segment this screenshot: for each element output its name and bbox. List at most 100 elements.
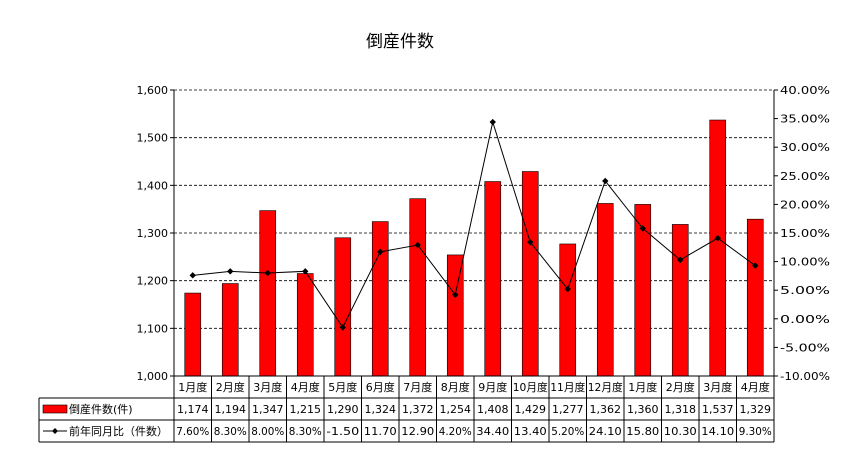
category-label: 3月度 — [703, 380, 732, 394]
category-label: 12月度 — [588, 380, 623, 394]
bar — [446, 254, 464, 377]
bar-value-cell: 1,372 — [402, 403, 434, 416]
bar — [746, 218, 764, 377]
bar — [709, 119, 727, 377]
bar — [221, 283, 239, 377]
bar — [484, 181, 502, 377]
line-value-cell: 7.60% — [176, 425, 209, 438]
bar-value-cell: 1,254 — [440, 403, 472, 416]
right-tick-label: 15.00% — [780, 227, 830, 240]
line-value-cell: 13.40 — [514, 425, 547, 438]
bar — [296, 273, 314, 377]
bar-value-cell: 1,360 — [627, 403, 659, 416]
bar-value-cell: 1,174 — [177, 403, 209, 416]
right-tick-label: 10.00% — [780, 256, 830, 269]
line-value-cell: 24.10 — [589, 425, 622, 438]
line-value-cell: 4.20% — [439, 425, 472, 438]
left-tick-label: 1,600 — [137, 84, 169, 97]
category-label: 2月度 — [216, 380, 245, 394]
bar — [521, 171, 539, 377]
legend-bar-label: 倒産件数(件) — [69, 403, 133, 416]
bar-value-cell: 1,408 — [477, 403, 509, 416]
left-tick-label: 1,500 — [137, 132, 169, 145]
line-value-cell: 14.10 — [701, 425, 734, 438]
bar — [559, 243, 577, 377]
bar-value-cell: 1,537 — [702, 403, 734, 416]
bar — [371, 221, 389, 377]
line-value-cell: 34.40 — [476, 425, 509, 438]
category-label: 2月度 — [666, 380, 695, 394]
line-value-cell: 8.00% — [251, 425, 284, 438]
line-value-cell: 11.70 — [364, 425, 397, 438]
category-label: 4月度 — [291, 380, 320, 394]
category-label: 1月度 — [628, 380, 657, 394]
legend-bar-swatch — [42, 404, 68, 414]
line-point — [452, 291, 459, 298]
category-label: 3月度 — [253, 380, 282, 394]
right-tick-label: 5.00% — [780, 284, 830, 297]
right-tick-label: 20.00% — [780, 198, 830, 211]
line-point — [189, 272, 196, 279]
line-point — [527, 238, 534, 246]
left-tick-label: 1,000 — [137, 370, 169, 383]
series-line — [192, 120, 756, 329]
left-tick-label: 1,100 — [137, 322, 169, 335]
line-point — [264, 269, 271, 277]
category-label: 1月度 — [178, 380, 207, 394]
category-label: 4月度 — [741, 380, 770, 394]
bar-value-cell: 1,429 — [515, 403, 547, 416]
bar-value-cell: 1,362 — [590, 403, 622, 416]
right-tick-label: 35.00% — [780, 113, 830, 126]
category-label: 6月度 — [366, 380, 395, 394]
bar-value-cell: 1,324 — [365, 403, 397, 416]
category-label: 8月度 — [441, 380, 470, 394]
bar — [671, 224, 689, 377]
category-label: 7月度 — [403, 380, 432, 394]
line-value-cell: 9.30% — [739, 425, 772, 438]
left-tick-label: 1,400 — [137, 179, 169, 192]
line-point — [489, 118, 496, 126]
bar-value-cell: 1,329 — [740, 403, 772, 416]
bar-value-cell: 1,277 — [552, 403, 584, 416]
bar-value-cell: 1,194 — [215, 403, 247, 416]
line-value-cell: 15.80 — [626, 425, 659, 438]
line-value-cell: 10.30 — [664, 425, 697, 438]
data-table: 1月度 2月度 3月度 4月度 5月度 6月度 7月度 8月度 9月度 10月度 11月度 12月度 1… — [38, 376, 775, 443]
line-point — [714, 234, 721, 242]
category-label: 9月度 — [478, 380, 507, 394]
line-point — [227, 268, 234, 275]
bar-value-cell: 1,290 — [327, 403, 359, 416]
line-point — [302, 268, 309, 275]
left-axis-ticks: 1,000 1,100 1,200 1,300 1,400 1,500 1,600 — [137, 84, 174, 383]
left-tick-label: 1,300 — [137, 227, 169, 240]
line-point — [639, 225, 646, 232]
line-value-cell: 8.30% — [289, 425, 322, 438]
right-axis-ticks: -10.00% -5.00% 0.00% 5.00% 10.00% 15.00% 20.00… — [774, 84, 830, 383]
right-tick-label: 25.00% — [780, 170, 830, 183]
bar — [596, 203, 614, 377]
bar — [409, 198, 427, 377]
bars — [184, 119, 764, 377]
left-tick-label: 1,200 — [137, 275, 169, 288]
line-point — [339, 324, 346, 331]
bar-value-cell: 1,347 — [252, 403, 284, 416]
line-point — [752, 262, 759, 269]
line-series — [189, 118, 759, 331]
line-point — [414, 241, 421, 249]
line-value-cell: -1.50 — [326, 425, 359, 438]
bar — [184, 292, 202, 377]
line-point — [602, 177, 609, 185]
right-tick-label: 30.00% — [780, 141, 830, 154]
line-point — [564, 285, 571, 293]
category-label: 5月度 — [328, 380, 357, 394]
bar — [334, 237, 352, 377]
line-point — [377, 248, 384, 256]
right-tick-label: 40.00% — [780, 84, 830, 97]
legend-line-label: 前年同月比（件数） — [69, 424, 168, 438]
bar-value-cell: 1,215 — [290, 403, 322, 416]
chart-title: 倒産件数 — [366, 32, 434, 52]
line-value-cell: 12.90 — [401, 425, 434, 438]
category-label: 11月度 — [550, 380, 585, 394]
line-value-cell: 8.30% — [214, 425, 247, 438]
